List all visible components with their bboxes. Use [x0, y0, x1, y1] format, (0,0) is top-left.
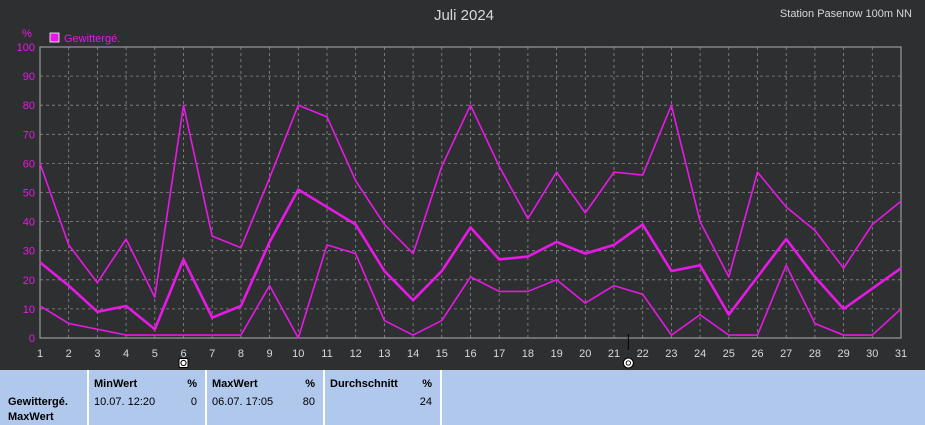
- chart-title: Juli 2024: [434, 7, 494, 24]
- legend-label: Gewittergé.: [64, 33, 120, 45]
- day-marker-icon: [622, 357, 634, 369]
- x-tick-label: 13: [378, 348, 390, 360]
- min-time: 10.07. 12:20: [94, 396, 156, 408]
- plot-frame: [39, 46, 902, 339]
- chart-svg: Juli 2024 Station Pasenow 100m NN % Gewi…: [17, 7, 912, 369]
- y-tick-label: 20: [23, 275, 35, 287]
- y-tick-label: 60: [23, 158, 35, 170]
- min-value: 0: [190, 396, 197, 408]
- day-marker-dot: [180, 359, 187, 367]
- station-label: Station Pasenow 100m NN: [780, 8, 912, 20]
- x-tick-label: 8: [238, 348, 244, 360]
- y-tick-label: 100: [17, 42, 35, 54]
- y-tick-label: 10: [23, 304, 35, 316]
- chart-area: Juli 2024 Station Pasenow 100m NN % Gewi…: [16, 7, 913, 369]
- x-tick-label: 3: [94, 348, 100, 360]
- day-marker-icon: [178, 358, 189, 368]
- x-tick-label: 30: [866, 348, 878, 360]
- stats-label-line1: Gewittergé.: [8, 396, 68, 408]
- x-tick-label: 5: [152, 348, 158, 360]
- series-line-max: [39, 104, 902, 299]
- x-tick-label: 9: [267, 348, 273, 360]
- x-tick-label: 29: [837, 348, 849, 360]
- y-axis: 0 10 20 30 40 50 60 70 80 90 100: [17, 42, 35, 345]
- x-tick-label: 21: [608, 348, 620, 360]
- x-tick-label: 20: [579, 348, 591, 360]
- stats-avg-cell: Durchschnitt % 24: [325, 370, 442, 425]
- x-tick-label: 12: [350, 348, 362, 360]
- x-tick-label: 15: [436, 348, 448, 360]
- x-tick-label: 4: [123, 348, 129, 360]
- y-tick-label: 80: [23, 100, 35, 112]
- x-tick-label: 17: [493, 348, 505, 360]
- legend-swatch: [49, 32, 60, 43]
- x-tick-label: 28: [809, 348, 821, 360]
- x-tick-label: 16: [464, 348, 476, 360]
- min-header: MinWert: [94, 378, 138, 390]
- marker-layer: [178, 334, 634, 369]
- series-layer: [39, 104, 902, 339]
- x-tick-label: 18: [522, 348, 534, 360]
- y-axis-unit: %: [22, 28, 32, 40]
- avg-unit: %: [422, 378, 432, 390]
- x-tick-label: 1: [37, 348, 43, 360]
- x-tick-label: 27: [780, 348, 792, 360]
- y-tick-label: 30: [23, 246, 35, 258]
- max-header: MaxWert: [212, 378, 258, 390]
- x-tick-label: 6: [180, 348, 186, 360]
- y-tick-label: 0: [29, 333, 35, 345]
- x-tick-label: 25: [723, 348, 735, 360]
- x-axis: 1 2 3 4 5 6 7 8 9 10 11 12 13 14 15 16 17 18 19 20 21 22 23 24 2…: [37, 348, 907, 360]
- x-tick-label: 19: [550, 348, 562, 360]
- y-tick-label: 40: [23, 217, 35, 229]
- max-unit: %: [305, 378, 315, 390]
- x-tick-label: 31: [895, 348, 907, 360]
- x-tick-label: 7: [209, 348, 215, 360]
- stats-label-cell: Gewittergé. MaxWert: [0, 370, 89, 425]
- avg-value: 24: [419, 396, 432, 408]
- y-tick-label: 70: [23, 129, 35, 141]
- max-time: 06.07. 17:05: [212, 396, 274, 408]
- x-tick-label: 26: [751, 348, 763, 360]
- max-value: 80: [302, 396, 315, 408]
- stats-panel: Gewittergé. MaxWert MinWert % 10.07. 12…: [0, 370, 925, 425]
- series-line-min: [39, 244, 902, 339]
- stats-label-line2: MaxWert: [8, 411, 54, 423]
- min-unit: %: [187, 378, 197, 390]
- y-tick-label: 50: [23, 188, 35, 200]
- avg-header: Durchschnitt: [330, 378, 398, 390]
- y-tick-label: 90: [23, 71, 35, 83]
- day-marker-dot: [625, 360, 631, 366]
- x-tick-label: 11: [321, 348, 332, 360]
- x-tick-label: 23: [665, 348, 677, 360]
- x-tick-label: 24: [694, 348, 706, 360]
- stats-min-cell: MinWert % 10.07. 12:20 0: [89, 370, 207, 425]
- stats-max-cell: MaxWert % 06.07. 17:05 80: [207, 370, 325, 425]
- stats-empty-area: [442, 370, 925, 425]
- x-tick-label: 2: [66, 348, 72, 360]
- x-tick-label: 14: [407, 348, 419, 360]
- series-line-avg: [39, 188, 902, 331]
- x-tick-label: 10: [292, 348, 304, 360]
- x-tick-label: 22: [637, 348, 649, 360]
